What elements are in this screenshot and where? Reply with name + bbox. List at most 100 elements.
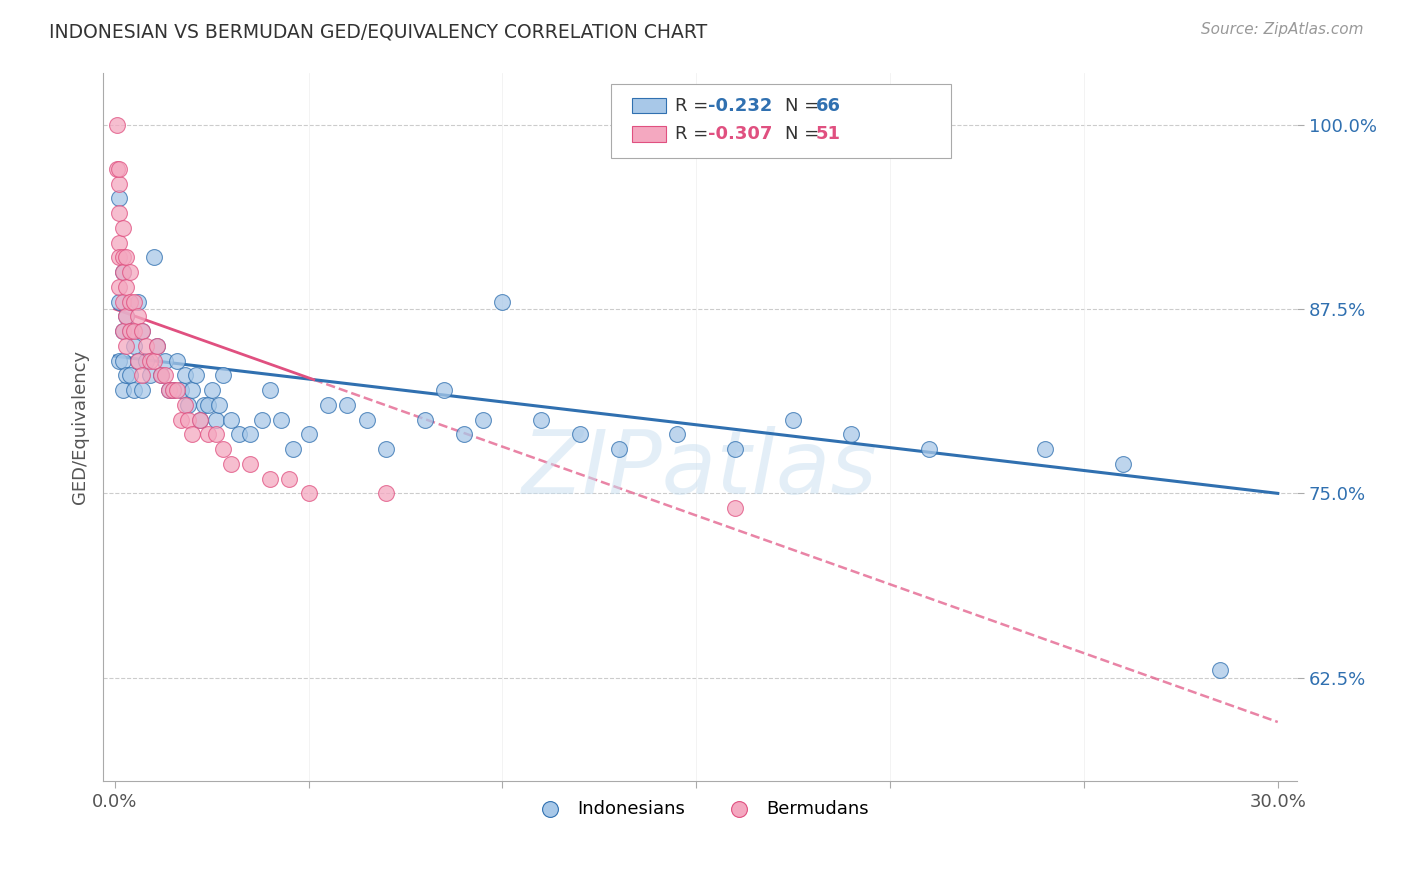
Point	[131, 383, 153, 397]
Point	[111, 353, 134, 368]
Text: 51: 51	[815, 125, 841, 143]
Point	[177, 398, 200, 412]
Text: N =: N =	[785, 125, 825, 143]
Point	[204, 412, 226, 426]
Text: 66: 66	[815, 96, 841, 114]
Point	[138, 353, 160, 368]
Point	[111, 383, 134, 397]
Point	[111, 324, 134, 338]
Point	[120, 368, 142, 383]
Point	[135, 353, 157, 368]
Point	[120, 324, 142, 338]
Point	[173, 368, 195, 383]
Point	[239, 457, 262, 471]
Point	[107, 251, 129, 265]
Point	[177, 412, 200, 426]
Point	[530, 412, 553, 426]
Point	[120, 265, 142, 279]
Point	[197, 398, 219, 412]
FancyBboxPatch shape	[633, 98, 665, 113]
Point	[142, 353, 165, 368]
Point	[208, 398, 231, 412]
Point	[131, 368, 153, 383]
Point	[115, 339, 138, 353]
Point	[219, 457, 242, 471]
Point	[150, 368, 173, 383]
Point	[839, 427, 862, 442]
Point	[188, 412, 211, 426]
Point	[491, 294, 513, 309]
Point	[122, 383, 145, 397]
Point	[131, 324, 153, 338]
Point	[270, 412, 292, 426]
Point	[181, 427, 204, 442]
Point	[120, 294, 142, 309]
Point	[1208, 664, 1230, 678]
Point	[453, 427, 475, 442]
Point	[169, 383, 191, 397]
Point	[107, 177, 129, 191]
Text: ZIPatlas: ZIPatlas	[522, 426, 877, 513]
Point	[250, 412, 273, 426]
Point	[107, 294, 129, 309]
Text: INDONESIAN VS BERMUDAN GED/EQUIVALENCY CORRELATION CHART: INDONESIAN VS BERMUDAN GED/EQUIVALENCY C…	[49, 22, 707, 41]
Point	[115, 310, 138, 324]
Point	[127, 294, 149, 309]
Point	[201, 383, 224, 397]
Point	[142, 251, 165, 265]
Point	[181, 383, 204, 397]
Point	[122, 339, 145, 353]
Point	[239, 427, 262, 442]
Point	[166, 383, 188, 397]
Point	[169, 412, 191, 426]
Point	[259, 472, 281, 486]
Point	[472, 412, 495, 426]
Point	[107, 280, 129, 294]
Point	[127, 310, 149, 324]
Point	[259, 383, 281, 397]
Point	[724, 442, 747, 456]
Point	[115, 280, 138, 294]
Point	[375, 486, 398, 500]
Point	[146, 339, 169, 353]
Point	[127, 353, 149, 368]
Point	[107, 161, 129, 176]
Point	[413, 412, 436, 426]
Point	[197, 427, 219, 442]
Point	[157, 383, 180, 397]
Point	[115, 310, 138, 324]
Point	[150, 368, 173, 383]
Point	[138, 368, 160, 383]
Point	[111, 220, 134, 235]
Point	[162, 383, 184, 397]
Point	[173, 398, 195, 412]
Point	[607, 442, 630, 456]
Point	[111, 294, 134, 309]
Point	[122, 294, 145, 309]
Point	[131, 324, 153, 338]
Point	[107, 206, 129, 220]
Y-axis label: GED/Equivalency: GED/Equivalency	[72, 350, 89, 504]
Point	[111, 265, 134, 279]
Point	[122, 324, 145, 338]
Text: R =: R =	[675, 96, 714, 114]
FancyBboxPatch shape	[610, 84, 950, 158]
Point	[918, 442, 941, 456]
FancyBboxPatch shape	[633, 126, 665, 142]
Point	[127, 353, 149, 368]
Point	[278, 472, 301, 486]
Point	[111, 251, 134, 265]
Point	[107, 353, 129, 368]
Point	[724, 501, 747, 516]
Point	[166, 353, 188, 368]
Point	[281, 442, 304, 456]
Point	[568, 427, 591, 442]
Point	[162, 383, 184, 397]
Point	[356, 412, 378, 426]
Text: R =: R =	[675, 125, 714, 143]
Point	[433, 383, 456, 397]
Point	[107, 235, 129, 250]
Point	[665, 427, 688, 442]
Point	[107, 161, 129, 176]
Point	[146, 339, 169, 353]
